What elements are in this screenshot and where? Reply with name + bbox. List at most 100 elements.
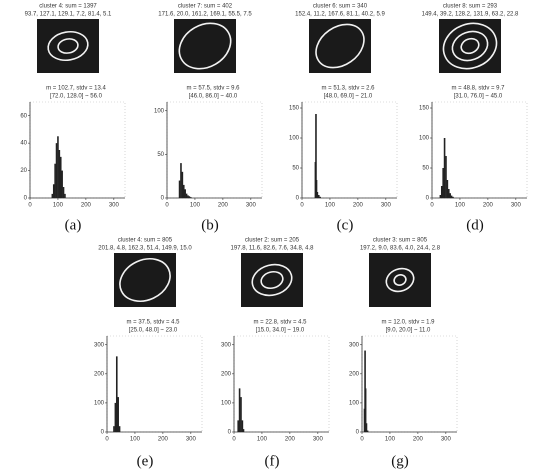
x-tick-label: 300 (109, 203, 120, 209)
hist-bar (184, 189, 186, 198)
x-tick-label: 200 (413, 437, 424, 443)
x-tick-label: 0 (360, 437, 364, 443)
cluster-ring (178, 22, 232, 70)
hist-bar (439, 195, 442, 198)
y-tick-label: 100 (349, 400, 360, 406)
y-tick-label: 100 (289, 136, 300, 142)
cluster-ring (57, 38, 79, 54)
y-tick-label: 40 (20, 141, 27, 147)
panel: cluster 8: sum = 293 149.4, 39.2, 128.2, … (419, 4, 528, 233)
hist-bar (241, 420, 244, 432)
cluster-ring (119, 258, 171, 302)
cluster-ring (251, 263, 293, 297)
x-tick-label: 100 (385, 437, 396, 443)
hist-bar (188, 196, 191, 198)
hist-bar (366, 430, 369, 432)
panel-header: 197.2, 9.0, 83.6, 4.0, 24.4, 2.8 (360, 246, 441, 252)
hist-bar (114, 402, 117, 432)
x-tick-label: 300 (511, 203, 522, 209)
hist-bar (113, 426, 115, 432)
y-tick-label: 50 (157, 152, 164, 158)
panel-header: 197.8, 11.6, 82.6, 7.6, 34.8, 4.8 (231, 246, 315, 252)
y-tick-label: 60 (20, 113, 27, 119)
x-tick-label: 100 (130, 437, 141, 443)
cluster-ring (442, 22, 498, 70)
panel-header: cluster 7: sum = 402 (178, 4, 233, 10)
panel-label: (f) (265, 453, 280, 469)
hist-bar (443, 138, 446, 198)
hist-bar (445, 156, 447, 198)
hist-bar (440, 186, 443, 198)
cluster-ring (47, 30, 89, 62)
x-tick-label: 200 (158, 437, 169, 443)
hist-bar (115, 356, 118, 432)
cluster-image (37, 19, 99, 73)
hist-bar (242, 429, 245, 432)
hist-bar (178, 180, 181, 198)
cluster-image (174, 19, 236, 73)
hist-bar (319, 196, 321, 198)
y-tick-label: 100 (94, 400, 105, 406)
cluster-ring (451, 30, 489, 62)
hist-bar (449, 193, 451, 198)
hist-bar (55, 143, 58, 198)
hist-stats: [15.0, 34.0] ~ 19.0 (256, 328, 305, 334)
hist-bar (189, 197, 192, 198)
y-tick-label: 0 (296, 196, 300, 202)
hist-bar (317, 195, 320, 198)
x-tick-label: 300 (313, 437, 324, 443)
panel-label: (d) (466, 217, 484, 233)
x-tick-label: 0 (165, 203, 169, 209)
cluster-ring (460, 37, 480, 55)
panel: cluster 6: sum = 340 152.4, 11.2, 167.6, … (289, 4, 398, 233)
hist-bar (447, 189, 450, 198)
hist-bar (315, 180, 318, 198)
y-tick-label: 100 (419, 136, 430, 142)
x-tick-label: 0 (300, 203, 304, 209)
x-tick-label: 200 (353, 203, 364, 209)
x-tick-label: 200 (218, 203, 229, 209)
hist-stats: [72.0, 128.0] ~ 56.0 (50, 94, 103, 100)
panel-header: 93.7, 127.1, 129.1, 7.2, 81.4, 5.1 (25, 12, 112, 18)
hist-bar (185, 193, 188, 198)
hist-bar (54, 163, 56, 198)
y-tick-label: 300 (221, 342, 232, 348)
hist-frame (233, 335, 330, 433)
x-tick-label: 0 (430, 203, 434, 209)
hist-bar (364, 388, 367, 432)
y-tick-label: 150 (289, 106, 300, 112)
x-tick-label: 0 (232, 437, 236, 443)
hist-stats: m = 51.3, stdv = 2.6 (321, 86, 375, 92)
x-tick-label: 100 (53, 203, 64, 209)
panel: cluster 4: sum = 805 201.8, 4.8, 162.3, 5… (94, 238, 203, 469)
hist-bar (182, 184, 185, 198)
hist-bar (452, 196, 454, 198)
hist-stats: [25.0, 48.0] ~ 23.0 (129, 328, 178, 334)
hist-bar (450, 195, 453, 198)
y-tick-label: 300 (349, 342, 360, 348)
hist-bar (316, 192, 319, 198)
x-tick-label: 200 (483, 203, 494, 209)
hist-bar (442, 168, 444, 198)
panel-label: (g) (391, 453, 409, 469)
hist-bar (62, 187, 65, 198)
y-tick-label: 0 (101, 430, 105, 436)
panel-header: 201.8, 4.8, 162.3, 51.4, 149.9, 15.0 (98, 246, 192, 252)
panel-header: 152.4, 11.2, 167.6, 81.1, 40.2, 5.9 (295, 12, 385, 18)
x-tick-label: 300 (246, 203, 257, 209)
hist-bar (446, 180, 449, 198)
x-tick-label: 300 (381, 203, 392, 209)
y-tick-label: 200 (94, 371, 105, 377)
hist-bar (52, 184, 55, 198)
hist-stats: m = 48.8, stdv = 9.7 (451, 86, 505, 92)
hist-stats: m = 12.0, stdv = 1.9 (381, 320, 435, 326)
y-tick-label: 0 (356, 430, 360, 436)
hist-bar (240, 397, 242, 432)
panel-header: cluster 6: sum = 340 (313, 4, 368, 10)
hist-stats: [48.0, 69.0] ~ 21.0 (324, 94, 373, 100)
panel-label: (c) (337, 217, 354, 233)
panel-header: cluster 3: sum = 805 (373, 238, 428, 244)
hist-stats: m = 102.7, stdv = 13.4 (46, 86, 106, 92)
hist-bar (118, 426, 121, 432)
x-tick-label: 100 (257, 437, 268, 443)
